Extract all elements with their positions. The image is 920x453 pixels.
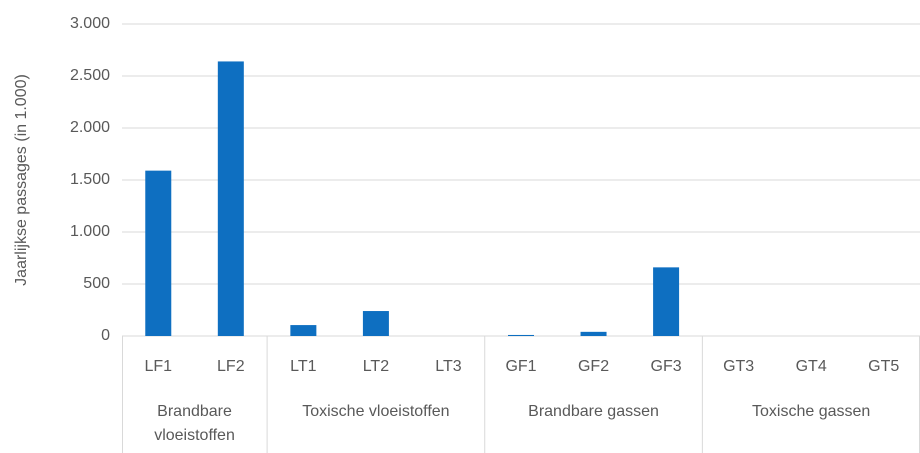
y-tick-label: 1.000 (70, 223, 110, 240)
group-label: Brandbare gassen (528, 403, 659, 420)
x-tick-label: GT5 (868, 358, 899, 375)
x-tick-label: GF3 (651, 358, 682, 375)
bar (653, 267, 680, 336)
bar (508, 334, 534, 336)
bar (362, 311, 389, 336)
group-label: Toxische gassen (752, 403, 871, 420)
y-tick-label: 500 (83, 275, 110, 292)
y-tick-label: 1.500 (70, 171, 110, 188)
y-tick-label: 2.000 (70, 119, 110, 136)
x-tick-label: GF1 (505, 358, 536, 375)
x-tick-label: LT1 (290, 358, 316, 375)
y-tick-label: 0 (101, 327, 110, 344)
x-tick-label: GT4 (796, 358, 827, 375)
x-tick-label: LT2 (363, 358, 389, 375)
bar (580, 331, 607, 336)
bar (145, 170, 172, 336)
y-axis-title: Jaarlijkse passages (in 1.000) (13, 74, 30, 286)
x-tick-label: GF2 (578, 358, 609, 375)
y-tick-label: 3.000 (70, 15, 110, 32)
group-label: Brandbare vloeistoffen (154, 403, 235, 444)
x-tick-label: LF2 (217, 358, 245, 375)
y-tick-label: 2.500 (70, 67, 110, 84)
x-tick-label: LF1 (144, 358, 172, 375)
bar (290, 325, 317, 336)
x-tick-label: GT3 (723, 358, 754, 375)
group-label: Toxische vloeistoffen (302, 403, 450, 420)
bar (217, 61, 244, 336)
x-tick-label: LT3 (435, 358, 461, 375)
